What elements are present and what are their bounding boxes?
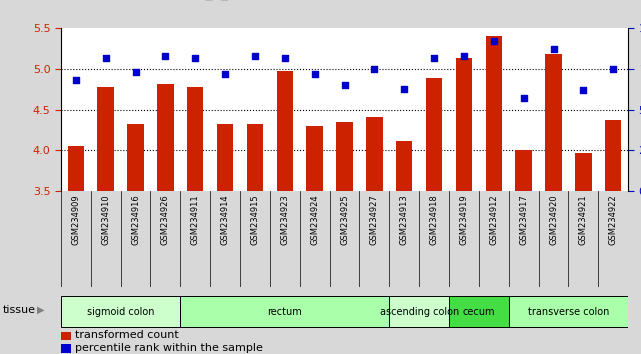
Bar [366,117,383,191]
Point [608,66,619,72]
Bar [128,124,144,191]
Text: rectum: rectum [267,307,302,316]
Point [429,55,439,61]
Bar [389,296,449,327]
Text: tissue: tissue [3,305,36,315]
Point [519,96,529,101]
Text: GSM234923: GSM234923 [280,194,289,245]
Bar [61,332,71,341]
Text: GSM234911: GSM234911 [191,194,200,245]
Point [340,82,350,88]
Text: GSM234917: GSM234917 [519,194,528,245]
Bar [396,141,412,191]
Text: ▶: ▶ [37,305,45,315]
Text: GSM234924: GSM234924 [310,194,319,245]
Text: GSM234926: GSM234926 [161,194,170,245]
Bar [486,36,502,191]
Point [130,69,140,75]
Text: GSM234915: GSM234915 [251,194,260,245]
Point [459,53,469,59]
Bar [337,122,353,191]
Text: GSM234919: GSM234919 [460,194,469,245]
Text: GSM234927: GSM234927 [370,194,379,245]
Text: GSM234913: GSM234913 [400,194,409,245]
Point [399,86,410,91]
Point [488,39,499,44]
Bar [426,78,442,191]
Text: transformed count: transformed count [75,330,179,341]
Bar [187,87,203,191]
Text: transverse colon: transverse colon [528,307,609,316]
Bar [509,296,628,327]
Point [369,66,379,72]
Bar [180,296,389,327]
Point [160,53,171,59]
Bar [97,87,114,191]
Point [279,55,290,61]
Point [250,53,260,59]
Bar [217,124,233,191]
Text: GSM234921: GSM234921 [579,194,588,245]
Point [549,47,559,52]
Text: GSM234914: GSM234914 [221,194,229,245]
Bar [67,147,84,191]
Text: GSM234910: GSM234910 [101,194,110,245]
Text: GSM234909: GSM234909 [71,194,80,245]
Text: GSM234912: GSM234912 [489,194,498,245]
Text: ascending colon: ascending colon [379,307,459,316]
Bar [277,72,293,191]
Bar [605,120,622,191]
Point [71,78,81,83]
Bar [545,53,562,191]
Point [101,55,111,61]
Text: sigmoid colon: sigmoid colon [87,307,154,316]
Text: GSM234920: GSM234920 [549,194,558,245]
Text: GSM234916: GSM234916 [131,194,140,245]
Point [190,55,201,61]
Text: percentile rank within the sample: percentile rank within the sample [75,343,263,353]
Text: GSM234922: GSM234922 [609,194,618,245]
Bar [456,58,472,191]
Bar [61,296,180,327]
Bar [449,296,509,327]
Point [578,87,588,93]
Text: GSM234918: GSM234918 [429,194,438,245]
Bar [306,126,323,191]
Bar [247,124,263,191]
Bar [515,150,532,191]
Point [310,71,320,77]
Bar [575,153,592,191]
Point [220,71,230,77]
Bar [61,344,71,353]
Text: cecum: cecum [463,307,495,316]
Bar [157,84,174,191]
Text: GSM234925: GSM234925 [340,194,349,245]
